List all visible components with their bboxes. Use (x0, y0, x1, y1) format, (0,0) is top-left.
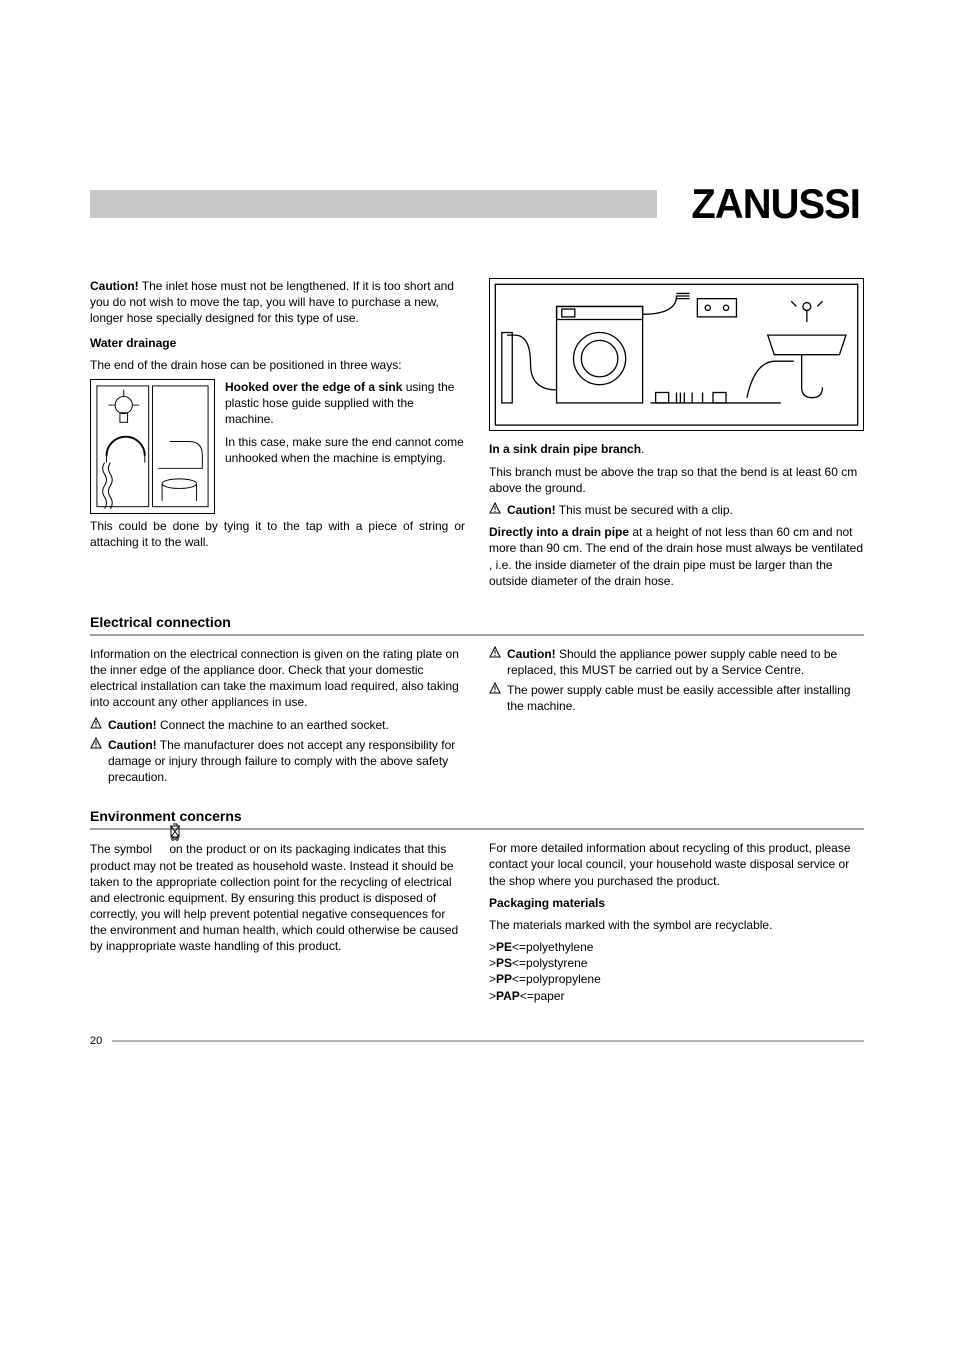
packaging-heading: Packaging materials (489, 895, 864, 911)
caution-manufacturer-text: The manufacturer does not accept any res… (108, 738, 455, 784)
material-line: >PS<=polystyrene (489, 955, 864, 971)
caution-label: Caution! (507, 647, 556, 661)
direct-bold: Directly into a drain pipe (489, 525, 629, 539)
section-rule (90, 634, 864, 636)
header-bar: ZANUSSI (90, 180, 864, 228)
environment-heading: Environment concerns (90, 807, 864, 826)
warning-icon (90, 737, 104, 786)
caution-cable: Caution! Should the appliance power supp… (507, 646, 864, 678)
packaging-intro: The materials marked with the symbol are… (489, 917, 864, 933)
sink-branch-bold: In a sink drain pipe branch (489, 442, 641, 456)
caution-earthed-text: Connect the machine to an earthed socket… (157, 718, 389, 732)
caution-earthed: Caution! Connect the machine to an earth… (108, 717, 465, 733)
caution-clip: Caution! This must be secured with a cli… (507, 502, 864, 518)
hose-guide-diagram (90, 379, 215, 514)
water-drainage-intro: The end of the drain hose can be positio… (90, 357, 465, 373)
material-line: >PE<=polyethylene (489, 939, 864, 955)
water-drainage-heading: Water drainage (90, 335, 465, 351)
warning-icon (489, 502, 503, 518)
warning-icon (90, 717, 104, 733)
materials-list: >PE<=polyethylene>PS<=polystyrene>PP<=po… (489, 939, 864, 1004)
warning-icon (489, 646, 503, 678)
page-footer: 20 (90, 1034, 864, 1049)
environment-p1: The symbol on the product or on its pack… (90, 840, 465, 955)
hooked-p3: This could be done by tying it to the ta… (90, 518, 465, 550)
caution-inlet-paragraph: Caution! The inlet hose must not be leng… (90, 278, 465, 327)
section-rule (90, 828, 864, 830)
warning-icon (489, 682, 503, 714)
caution-manufacturer: Caution! The manufacturer does not accep… (108, 737, 465, 786)
page-number: 20 (90, 1034, 102, 1049)
wheelie-bin-icon-inline (157, 840, 164, 856)
wheelie-bin-icon (168, 823, 182, 845)
material-line: >PAP<=paper (489, 988, 864, 1004)
cable-accessible: The power supply cable must be easily ac… (507, 682, 864, 714)
caution-label: Caution! (108, 718, 157, 732)
caution-label: Caution! (108, 738, 157, 752)
electrical-p1: Information on the electrical connection… (90, 646, 465, 711)
electrical-heading: Electrical connection (90, 613, 864, 632)
caution-label: Caution! (507, 503, 556, 517)
sink-branch-detail: This branch must be above the trap so th… (489, 464, 864, 496)
caution-inlet-text: The inlet hose must not be lengthened. I… (90, 279, 454, 325)
caution-clip-text: This must be secured with a clip. (556, 503, 733, 517)
drain-installation-diagram (489, 278, 864, 431)
header-grey-strip (90, 190, 657, 218)
footer-rule (112, 1040, 864, 1042)
caution-cable-text: Should the appliance power supply cable … (507, 647, 837, 677)
env-p1b: on the product or on its packaging indic… (90, 842, 458, 953)
sink-branch-dot: . (641, 442, 644, 456)
environment-p2: For more detailed information about recy… (489, 840, 864, 889)
hooked-bold: Hooked over the edge of a sink (225, 380, 402, 394)
sink-branch-paragraph: In a sink drain pipe branch. (489, 441, 864, 457)
material-line: >PP<=polypropylene (489, 971, 864, 987)
direct-drain-paragraph: Directly into a drain pipe at a height o… (489, 524, 864, 589)
brand-logo: ZANUSSI (691, 180, 859, 228)
env-p1a: The symbol (90, 842, 155, 856)
caution-label: Caution! (90, 279, 139, 293)
